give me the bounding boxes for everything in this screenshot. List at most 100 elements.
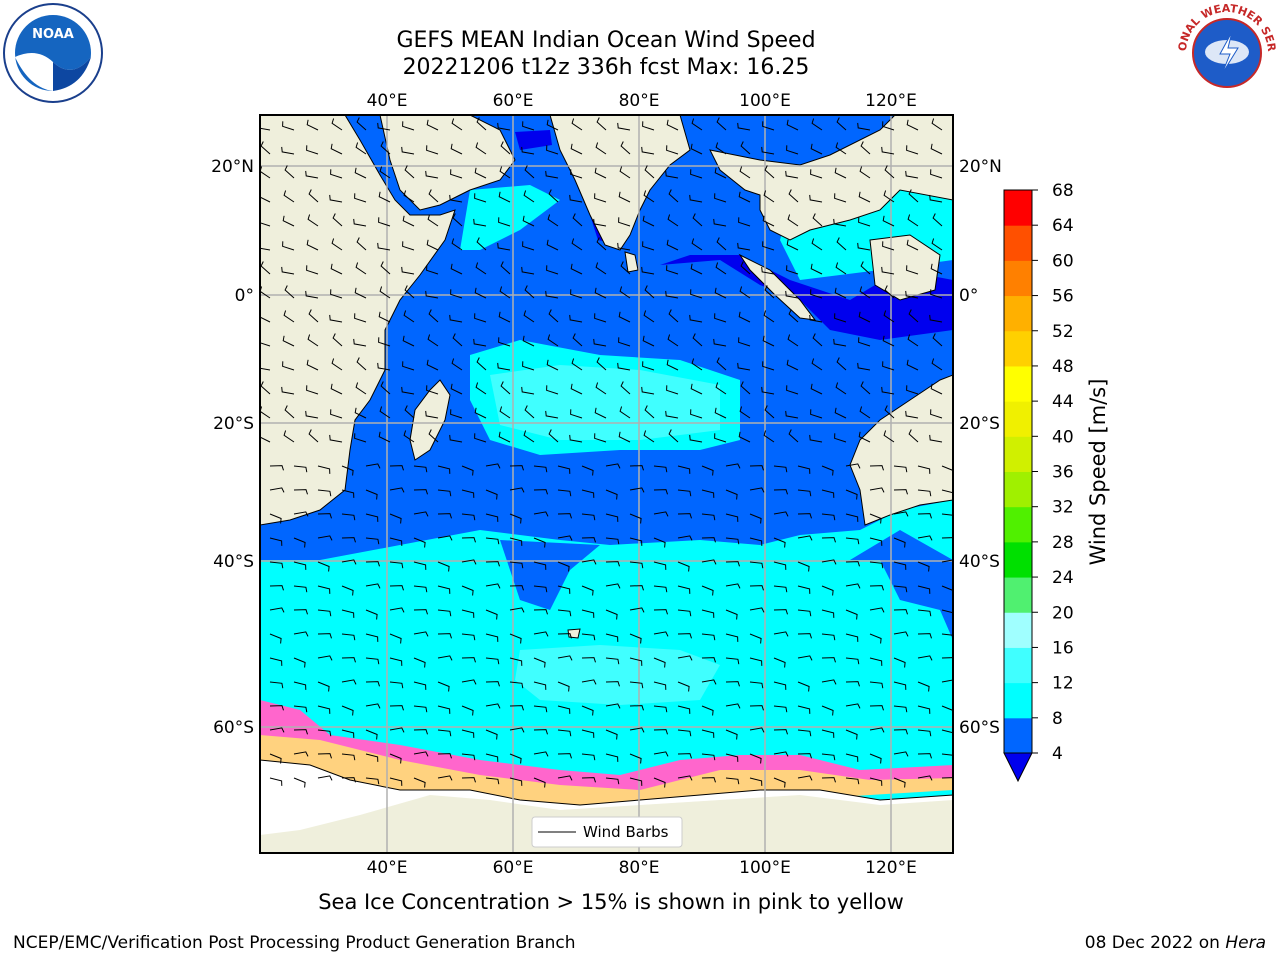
wind-barb — [403, 430, 415, 443]
wind-barb — [548, 189, 559, 203]
wind-field-low-speed-east — [660, 255, 953, 340]
wind-barb — [643, 310, 655, 323]
wind-barb — [475, 142, 487, 155]
wind-barb — [379, 286, 391, 299]
wind-barb — [401, 386, 415, 395]
wind-barb — [821, 559, 837, 565]
lat-label-left: 40°S — [213, 552, 254, 572]
wind-barb — [869, 513, 882, 524]
wind-barb — [845, 633, 859, 642]
wind-barb — [522, 121, 535, 131]
wind-barb — [653, 489, 668, 495]
wind-barb — [413, 631, 429, 637]
wind-barb — [499, 406, 511, 419]
wind-barb — [677, 775, 693, 781]
lon-label-bottom: 100°E — [739, 858, 791, 878]
wind-barb — [293, 465, 308, 473]
wind-barb — [666, 385, 679, 395]
colorbar-tick-label: 68 — [1052, 181, 1074, 201]
wind-barb — [763, 310, 775, 323]
wind-barb — [893, 657, 906, 668]
wind-barb — [581, 729, 595, 738]
wind-barb — [461, 489, 475, 498]
wind-barb — [858, 217, 871, 227]
wind-barb — [413, 681, 427, 690]
wind-barb — [809, 194, 823, 203]
wind-barb — [595, 142, 607, 155]
wind-barb — [716, 237, 727, 251]
national-weather-service-logo-icon: NATIONAL WEATHER SERVICE — [1176, 2, 1278, 102]
colorbar-segment — [1004, 682, 1032, 719]
wind-barb — [317, 513, 332, 519]
wind-barb — [932, 333, 943, 347]
wind-barb — [305, 170, 319, 179]
wind-barb — [377, 362, 391, 371]
wind-barb — [365, 609, 378, 620]
wind-barb — [882, 335, 895, 347]
wind-barb — [401, 146, 415, 155]
wind-barb — [716, 357, 727, 371]
wind-barb — [907, 334, 919, 347]
legend-label: Wind Barbs — [583, 823, 669, 841]
wind-barb — [821, 729, 835, 738]
wind-barb — [749, 513, 762, 524]
wind-barb — [389, 705, 404, 711]
wind-barb — [644, 405, 655, 419]
wind-barb — [571, 358, 583, 371]
wind-barb — [547, 214, 559, 227]
colorbar-segment — [1004, 541, 1032, 578]
sea-ice-caption: Sea Ice Concentration > 15% is shown in … — [318, 890, 904, 914]
wind-barb — [571, 118, 583, 131]
wind-barb — [557, 585, 571, 594]
wind-barb — [581, 585, 594, 596]
lon-label-top: 80°E — [619, 91, 660, 111]
wind-barb — [893, 585, 908, 593]
wind-barb — [605, 463, 621, 469]
wind-barb — [595, 382, 607, 395]
wind-barb — [857, 242, 871, 251]
wind-barb — [629, 513, 642, 524]
wind-barb — [893, 705, 908, 713]
wind-barb — [797, 753, 812, 759]
wind-barb — [749, 585, 764, 591]
wind-barb — [642, 241, 655, 251]
wind-barb — [260, 311, 271, 323]
wind-barb — [881, 146, 895, 155]
wind-barb — [893, 511, 909, 517]
wind-barb — [425, 290, 439, 299]
wind-barb — [260, 127, 271, 131]
wind-barb — [403, 190, 415, 203]
footer-branch: NCEP/EMC/Verification Post Processing Pr… — [13, 933, 576, 953]
wind-barb — [811, 358, 823, 371]
wind-barb — [629, 727, 645, 733]
wind-barb — [653, 751, 669, 757]
wind-barb — [714, 407, 727, 419]
wind-barb — [317, 705, 331, 714]
wind-barb — [893, 751, 909, 757]
wind-barb — [941, 537, 953, 539]
wind-barb — [581, 513, 596, 521]
wind-barb — [797, 705, 811, 714]
wind-barb — [917, 633, 932, 639]
wind-barb — [308, 189, 319, 203]
wind-barb — [452, 333, 463, 347]
wind-barb — [260, 342, 271, 347]
wind-barb — [845, 681, 860, 687]
wind-barb — [509, 487, 525, 493]
wind-barb — [629, 753, 642, 764]
wind-barb — [570, 143, 583, 155]
wind-barb — [701, 465, 714, 476]
wind-barb — [283, 310, 295, 323]
wind-barb — [305, 290, 319, 299]
wind-barb — [509, 727, 525, 733]
wind-barb — [596, 237, 607, 251]
wind-barb — [701, 513, 716, 521]
colorbar-segment — [1004, 436, 1032, 472]
wind-barb — [941, 777, 953, 779]
wind-barb — [461, 679, 477, 685]
wind-barb — [485, 753, 499, 762]
wind-barb — [941, 657, 953, 659]
wind-barb — [485, 777, 500, 785]
